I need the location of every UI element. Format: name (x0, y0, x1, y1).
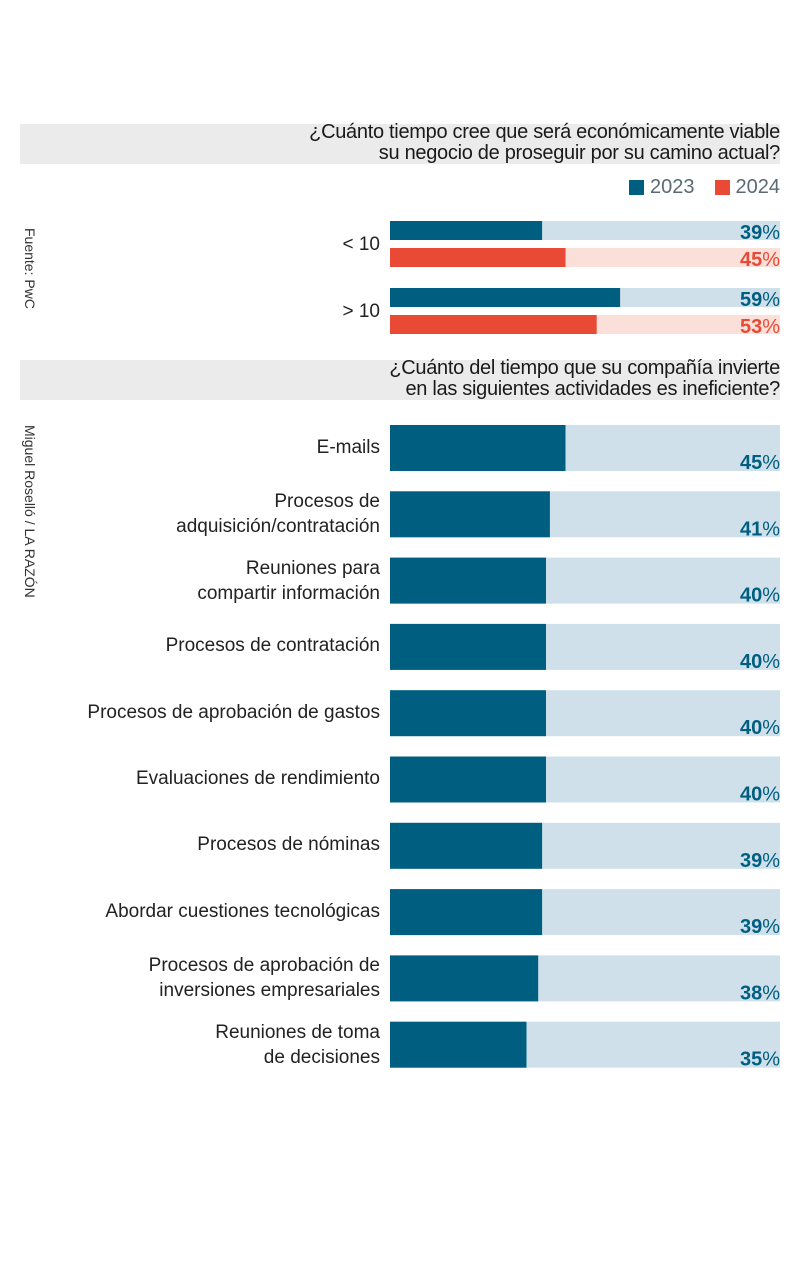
legend-label-2024: 2024 (735, 176, 781, 198)
category-label: < 10 (342, 233, 380, 255)
bar (390, 756, 546, 803)
value-label-2024: 45% (740, 249, 780, 271)
title-band-2 (20, 360, 780, 400)
bar-2023 (390, 221, 543, 240)
value-label: 41% (740, 518, 780, 540)
category-label: Reuniones de toma de decisiones (215, 1021, 380, 1068)
bar (390, 889, 543, 936)
bar-2024 (390, 248, 566, 267)
category-label: Procesos de contratación (165, 635, 380, 657)
category-label: Reuniones para compartir información (197, 557, 380, 604)
category-label: Procesos de aprobación de gastos (87, 701, 380, 723)
category-label: E-mails (316, 436, 380, 458)
value-label: 35% (740, 1049, 780, 1071)
category-label: Evaluaciones de rendimiento (136, 768, 380, 789)
value-label-2023: 59% (740, 289, 780, 311)
value-label: 40% (740, 651, 780, 673)
category-label: > 10 (342, 300, 380, 322)
value-label: 45% (740, 452, 780, 474)
legend: 2023 2024 (629, 176, 780, 199)
category-label: Procesos de nóminas (197, 834, 380, 856)
source-credit: Fuente: PwC (22, 228, 38, 309)
bar (390, 822, 543, 869)
title-band-1 (20, 124, 780, 164)
category-label: Abordar cuestiones tecnológicas (105, 900, 380, 922)
legend-swatch-2024 (714, 180, 730, 195)
legend-swatch-2023 (629, 180, 644, 195)
bar (390, 955, 539, 1002)
value-label-2024: 53% (740, 316, 780, 338)
bar (390, 425, 566, 471)
value-label: 40% (740, 784, 780, 806)
bar (390, 1021, 527, 1068)
bar (390, 491, 550, 538)
value-label: 38% (740, 982, 780, 1004)
value-label: 39% (740, 850, 780, 872)
bar-2024 (390, 315, 597, 334)
chart-2-title: ¿Cuánto del tiempo que su compañía invie… (389, 357, 780, 400)
value-label-2023: 39% (740, 222, 780, 244)
bar (390, 557, 546, 604)
legend-label-2023: 2023 (650, 176, 695, 198)
bar (390, 623, 546, 670)
value-label: 39% (740, 916, 780, 938)
bar-2023 (390, 288, 621, 307)
category-label: Procesos de aprobación de inversiones em… (148, 955, 380, 1002)
value-label: 40% (740, 585, 780, 607)
category-label: Procesos de adquisición/contratación (176, 491, 380, 538)
value-label: 40% (740, 717, 780, 739)
bar (390, 690, 546, 737)
author-credit: Miguel Roselló / LA RAZÓN (22, 425, 38, 598)
chart-1-title: ¿Cuánto tiempo cree que será económicame… (309, 121, 780, 164)
